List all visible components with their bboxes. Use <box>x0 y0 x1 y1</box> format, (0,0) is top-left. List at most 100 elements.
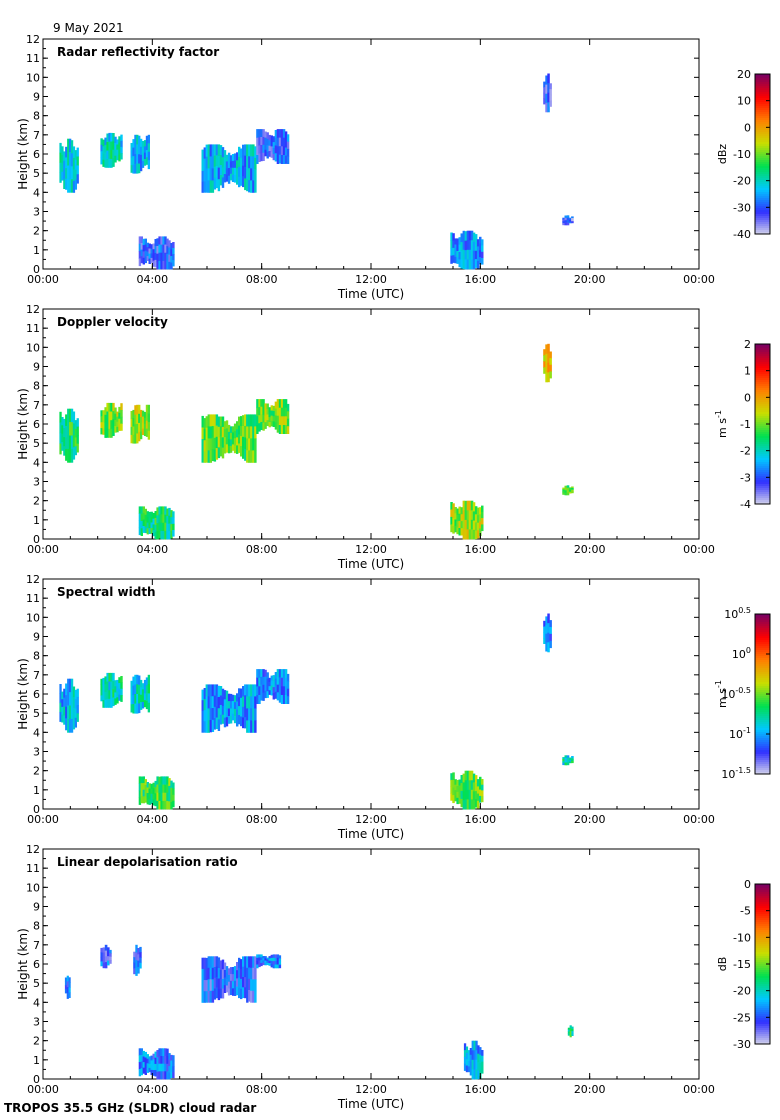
cloud-cell <box>104 429 107 438</box>
cloud-cell <box>154 1070 157 1077</box>
cloud-cell <box>248 684 251 697</box>
cloud-cell <box>69 408 72 423</box>
cloud-cell <box>132 434 135 444</box>
colorbar-cell <box>755 710 770 713</box>
cloud-cell <box>229 701 233 709</box>
cloud-cell <box>172 1066 175 1073</box>
colorbar-cell <box>755 648 770 651</box>
colorbar-tick-label: -1 <box>740 418 751 431</box>
cloud-cell <box>141 147 145 155</box>
cloud-cell <box>120 676 123 683</box>
cloud-cell <box>266 132 269 140</box>
cloud-cell <box>568 220 572 222</box>
cloud-region <box>256 954 282 969</box>
cloud-cell <box>479 783 482 790</box>
cloud-cell <box>254 157 257 170</box>
cloud-cell <box>217 719 221 731</box>
cloud-cell <box>166 531 169 540</box>
cloud-cell <box>225 420 229 429</box>
colorbar-cell <box>755 984 770 987</box>
cloud-cell <box>211 696 215 709</box>
colorbar-cell <box>755 180 770 183</box>
cloud-cell <box>170 787 173 796</box>
cloud-cell <box>59 684 62 694</box>
cloud-cell <box>207 144 210 157</box>
y-tick-label: 9 <box>33 631 40 644</box>
cloud-cell <box>479 776 482 784</box>
cloud-cell <box>476 507 480 516</box>
cloud-cell <box>164 1056 167 1065</box>
colorbar-cell <box>755 894 770 897</box>
cloud-cell <box>229 987 233 995</box>
colorbar-cell <box>755 624 770 627</box>
cloud-cell <box>278 694 282 703</box>
cloud-cell <box>213 426 217 439</box>
colorbar-cell <box>755 458 770 461</box>
cloud-cell <box>59 432 62 444</box>
colorbar-cell <box>755 750 770 753</box>
cloud-cell <box>67 705 70 720</box>
cloud-cell <box>562 491 565 494</box>
cloud-cell <box>170 794 173 803</box>
cloud-cell <box>150 1069 153 1076</box>
x-tick-label: 04:00 <box>136 273 168 286</box>
cloud-cell <box>136 674 139 685</box>
cloud-cell <box>102 700 105 708</box>
cloud-region <box>201 956 257 1003</box>
cloud-cell <box>256 961 259 965</box>
colorbar-cell <box>755 74 770 77</box>
cloud-cell <box>571 1026 574 1030</box>
cloud-cell <box>67 152 70 166</box>
colorbar-unit-exponent: -1 <box>714 680 723 688</box>
cloud-cell <box>476 239 480 247</box>
cloud-cell <box>211 979 215 992</box>
colorbar-cell <box>755 82 770 85</box>
y-tick-label: 10 <box>26 341 40 354</box>
cloud-cell <box>470 500 474 511</box>
cloud-cell <box>63 418 66 429</box>
cloud-cell <box>166 516 169 525</box>
cloud-cell <box>142 506 145 514</box>
cloud-cell <box>211 719 215 732</box>
cloud-cell <box>466 529 470 540</box>
cloud-cell <box>462 773 466 783</box>
cloud-cell <box>262 422 265 431</box>
cloud-cell <box>246 967 249 980</box>
cloud-cell <box>465 1052 469 1060</box>
cloud-cell <box>240 148 243 159</box>
colorbar-tick-label: -40 <box>733 228 751 241</box>
cloud-cell <box>262 414 265 423</box>
colorbar-cell <box>755 1004 770 1007</box>
cloud-cell <box>215 144 219 156</box>
cloud-cell <box>65 168 68 180</box>
cloud-cell <box>223 717 227 728</box>
cloud-cell <box>282 407 286 417</box>
cloud-cell <box>116 697 119 704</box>
cloud-cell <box>246 684 249 697</box>
cloud-cell <box>63 706 66 716</box>
cloud-cell <box>172 242 175 249</box>
cloud-cell <box>213 414 217 427</box>
cloud-cell <box>152 518 155 525</box>
cloud-cell <box>466 259 470 270</box>
cloud-cell <box>569 1034 572 1038</box>
colorbar-cell <box>755 1008 770 1011</box>
cloud-cell <box>564 220 568 223</box>
cloud-cell <box>233 973 237 982</box>
cloud-cell <box>205 427 208 440</box>
cloud-cell <box>104 159 107 168</box>
cloud-cell <box>549 89 552 96</box>
cloud-cell <box>545 353 548 364</box>
cloud-cell <box>219 165 223 176</box>
colorbar-cell <box>755 490 770 493</box>
cloud-cell <box>162 530 165 540</box>
cloud-cell <box>223 977 227 986</box>
cloud-cell <box>270 405 273 411</box>
cloud-cell <box>154 787 157 794</box>
cloud-cell <box>547 102 550 113</box>
log-base: 10 <box>729 728 743 741</box>
colorbar-cell <box>755 366 770 369</box>
cloud-cell <box>274 408 278 416</box>
cloud-cell <box>168 507 171 517</box>
cloud-cell <box>278 685 282 695</box>
